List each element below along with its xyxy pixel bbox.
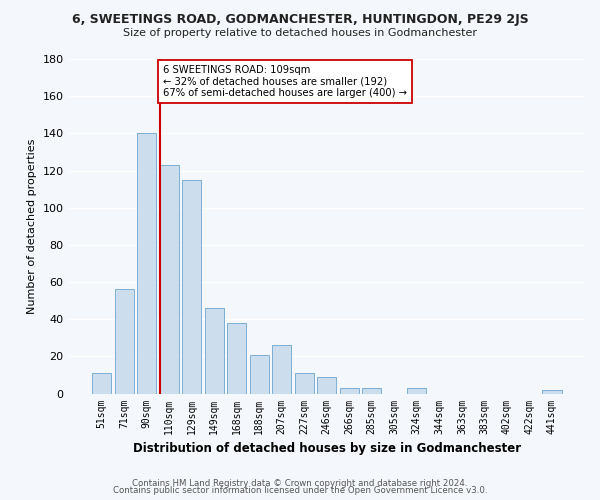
Text: Contains public sector information licensed under the Open Government Licence v3: Contains public sector information licen…	[113, 486, 487, 495]
Bar	[407, 388, 427, 394]
Bar	[182, 180, 201, 394]
Bar	[317, 377, 337, 394]
Text: 6, SWEETINGS ROAD, GODMANCHESTER, HUNTINGDON, PE29 2JS: 6, SWEETINGS ROAD, GODMANCHESTER, HUNTIN…	[71, 12, 529, 26]
Bar	[362, 388, 382, 394]
Bar	[137, 134, 156, 394]
Bar	[227, 323, 246, 394]
Y-axis label: Number of detached properties: Number of detached properties	[27, 138, 37, 314]
Bar	[92, 373, 111, 394]
Bar	[115, 290, 134, 394]
Bar	[250, 354, 269, 394]
Bar	[160, 165, 179, 394]
Text: Size of property relative to detached houses in Godmanchester: Size of property relative to detached ho…	[123, 28, 477, 38]
Bar	[272, 345, 292, 394]
Text: Contains HM Land Registry data © Crown copyright and database right 2024.: Contains HM Land Registry data © Crown c…	[132, 478, 468, 488]
Bar	[340, 388, 359, 394]
Bar	[205, 308, 224, 394]
X-axis label: Distribution of detached houses by size in Godmanchester: Distribution of detached houses by size …	[133, 442, 521, 455]
Text: 6 SWEETINGS ROAD: 109sqm
← 32% of detached houses are smaller (192)
67% of semi-: 6 SWEETINGS ROAD: 109sqm ← 32% of detach…	[163, 64, 407, 98]
Bar	[295, 373, 314, 394]
Bar	[542, 390, 562, 394]
